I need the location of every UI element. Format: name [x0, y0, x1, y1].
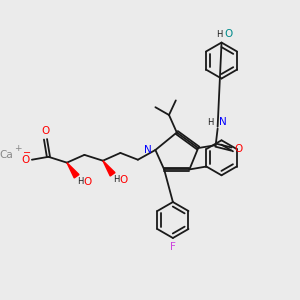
Text: H: H [216, 30, 223, 39]
Text: H: H [114, 175, 120, 184]
Text: H: H [207, 118, 214, 127]
Text: O: O [234, 144, 242, 154]
Text: −: − [23, 148, 31, 158]
Text: +: + [14, 144, 22, 153]
Polygon shape [103, 161, 115, 176]
Text: O: O [83, 177, 92, 187]
Text: F: F [170, 242, 176, 252]
Text: H: H [78, 177, 84, 186]
Text: Ca: Ca [0, 150, 14, 160]
Text: O: O [224, 29, 233, 39]
Polygon shape [67, 163, 79, 178]
Text: N: N [219, 117, 226, 127]
Text: O: O [119, 175, 128, 185]
Text: N: N [144, 145, 152, 155]
Text: O: O [41, 126, 50, 136]
Text: O: O [22, 155, 30, 165]
